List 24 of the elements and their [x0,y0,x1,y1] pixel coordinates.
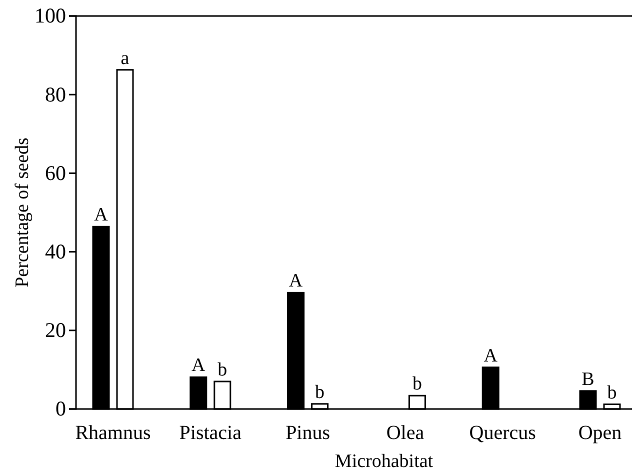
annotation: b [412,374,422,395]
y-tick-label: 80 [45,82,66,106]
y-tick-label: 60 [45,160,66,185]
y-axis-title: Percentage of seeds [12,138,33,288]
x-tick-label: Open [578,422,622,444]
annotation: A [288,270,303,292]
annotation: B [582,368,594,390]
y-tick-label: 0 [56,396,66,421]
annotation: A [94,204,108,226]
x-tick-label: Quercus [469,422,536,444]
annotation: b [607,382,617,404]
x-tick-label: Olea [386,422,424,444]
y-tick-label: 20 [45,318,66,342]
y-tick-label: 100 [34,4,66,28]
annotation: A [192,355,206,376]
x-tick-label: Pinus [286,422,330,444]
x-tick-label: Rhamnus [75,422,151,444]
annotation: b [315,382,325,403]
annotation: A [484,345,498,366]
x-tick-label: Pistacia [179,422,242,444]
annotation: a [120,48,130,69]
annotation: b [218,359,228,380]
x-axis-title: Microhabitat [334,451,434,472]
y-tick-label: 40 [45,240,66,264]
